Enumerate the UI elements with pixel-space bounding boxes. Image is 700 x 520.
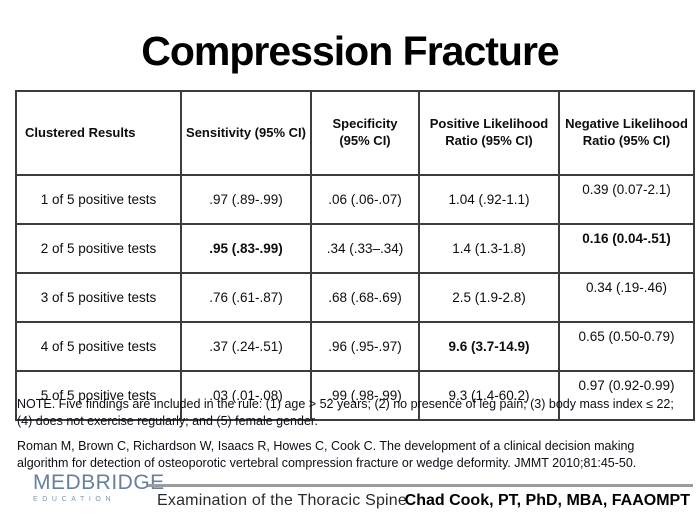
table-row: 5 of 5 positive tests .03 (.01-.08) .99 … [15,370,695,421]
table-cell: 9.3 (1.4-60.2) [418,370,560,421]
column-header-clustered-results: Clustered Results [15,90,182,176]
column-header-sensitivity: Sensitivity (95% CI) [180,90,312,176]
column-header-positive-lr: Positive Likelihood Ratio (95% CI) [418,90,560,176]
column-header-specificity: Specificity (95% CI) [310,90,420,176]
logo-wordmark: MEDBRIDGE [33,471,165,494]
note-text: NOTE. Five findings are included in the … [17,397,674,428]
course-title: Examination of the Thoracic Spine [157,492,407,509]
table-cell: 0.65 (0.50-0.79) [558,321,695,372]
table-cell: .76 (.61-.87) [180,272,312,323]
slide-title: Compression Fracture [141,28,559,74]
table-cell: .68 (.68-.69) [310,272,420,323]
medbridge-logo: MEDBRIDGE EDUCATION [33,471,165,504]
table-row: 3 of 5 positive tests .76 (.61-.87) .68 … [15,272,695,323]
table-cell: .96 (.95-.97) [310,321,420,372]
table-cell: 2 of 5 positive tests [15,223,182,274]
table-cell: 1 of 5 positive tests [15,174,182,225]
results-table: Clustered Results Sensitivity (95% CI) S… [15,90,695,421]
table-row: 4 of 5 positive tests .37 (.24-.51) .96 … [15,321,695,372]
table-cell: 0.39 (0.07-2.1) [558,174,695,225]
table-cell: 0.97 (0.92-0.99) [558,370,695,421]
table-cell: .03 (.01-.08) [180,370,312,421]
table-cell: 5 of 5 positive tests [15,370,182,421]
table-cell: 4 of 5 positive tests [15,321,182,372]
table-cell: 2.5 (1.9-2.8) [418,272,560,323]
table-row: 1 of 5 positive tests .97 (.89-.99) .06 … [15,174,695,225]
footer-divider [148,484,693,487]
author-name: Chad Cook, PT, PhD, MBA, FAAOMPT [404,492,690,509]
table-cell: 3 of 5 positive tests [15,272,182,323]
header-row: Clustered Results Sensitivity (95% CI) S… [15,90,695,176]
table-row: 2 of 5 positive tests .95 (.83-.99) .34 … [15,223,695,274]
column-header-negative-lr: Negative Likelihood Ratio (95% CI) [558,90,695,176]
table-cell: 0.34 (.19-.46) [558,272,695,323]
table-cell: 1.04 (.92-1.1) [418,174,560,225]
table-cell: 9.6 (3.7-14.9) [418,321,560,372]
logo-subtext: EDUCATION [33,496,116,503]
table-cell: .37 (.24-.51) [180,321,312,372]
table-cell: .99 (.98-.99) [310,370,420,421]
table-cell: 1.4 (1.3-1.8) [418,223,560,274]
table-cell: .97 (.89-.99) [180,174,312,225]
table-cell: 0.16 (0.04-.51) [558,223,695,274]
table-cell: .06 (.06-.07) [310,174,420,225]
table-cell: .34 (.33–.34) [310,223,420,274]
table-cell: .95 (.83-.99) [180,223,312,274]
citation-text: Roman M, Brown C, Richardson W, Isaacs R… [17,439,637,470]
